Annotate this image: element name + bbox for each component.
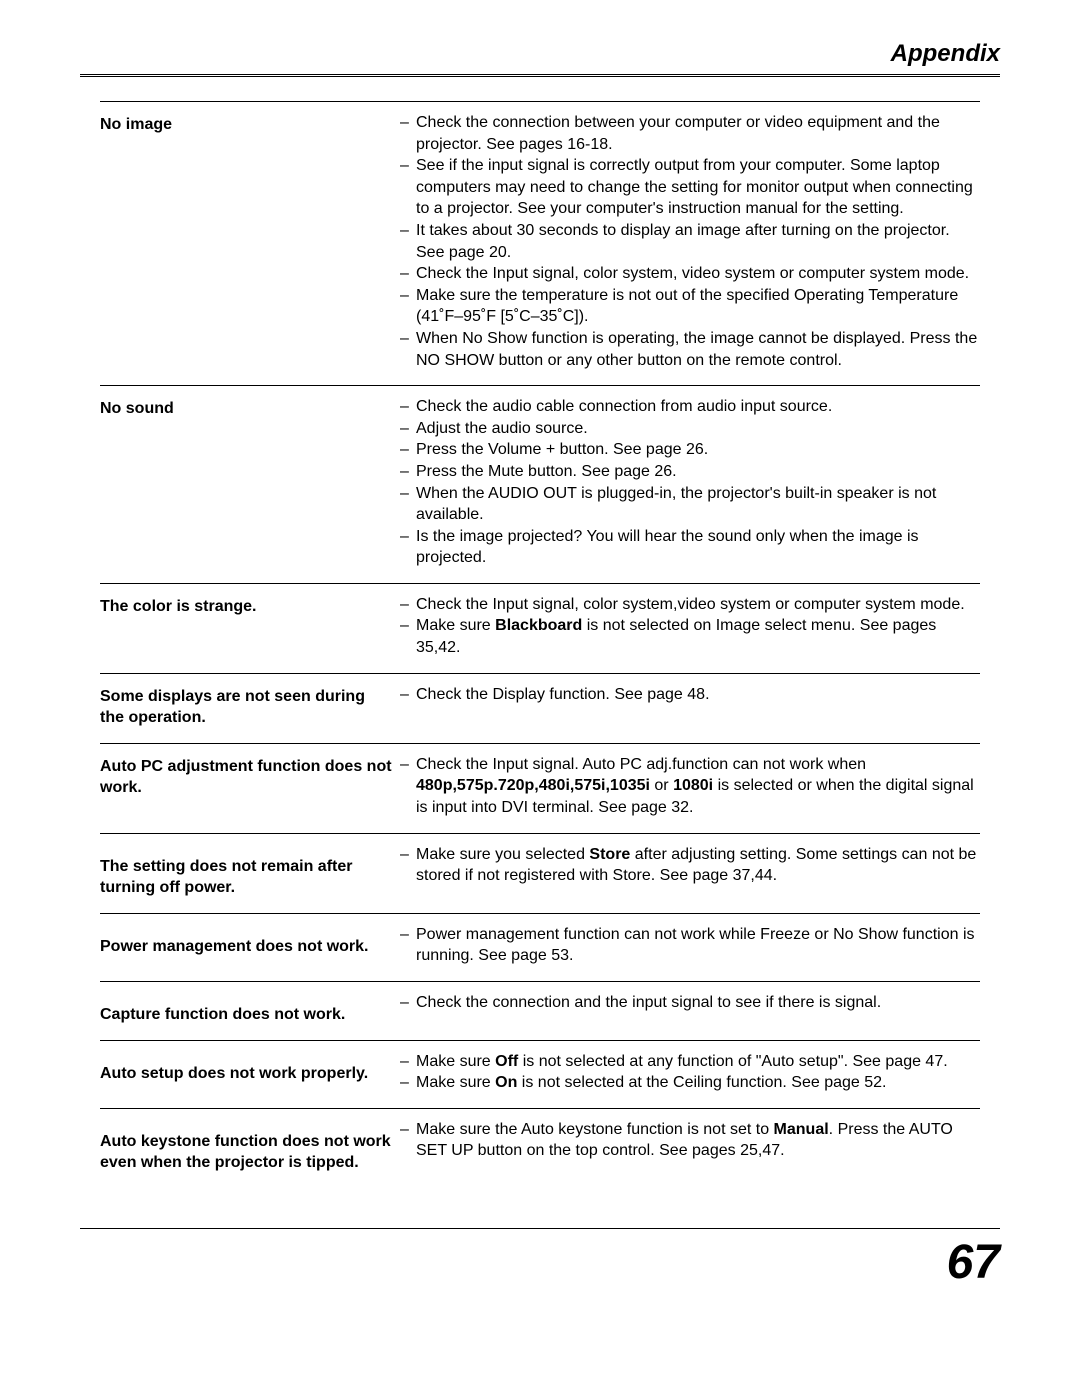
solution-list: Check the Input signal. Auto PC adj.func… [400,754,980,819]
solution-cell: Check the connection and the input signa… [400,992,980,1026]
solution-cell: Check the Display function. See page 48. [400,684,980,729]
page-footer: 67 [80,1228,1000,1290]
solution-cell: Power management function can not work w… [400,924,980,967]
page-header: Appendix [80,40,1000,77]
solution-cell: Check the Input signal, color system,vid… [400,594,980,659]
solution-item: Make sure On is not selected at the Ceil… [400,1072,980,1094]
page: Appendix No imageCheck the connection be… [0,0,1080,1320]
solution-list: Make sure Off is not selected at any fun… [400,1051,980,1094]
table-row: The setting does not remain after turnin… [100,833,980,913]
solution-item: When the AUDIO OUT is plugged-in, the pr… [400,483,980,526]
solution-item: See if the input signal is correctly out… [400,155,980,220]
solution-item: Press the Volume + button. See page 26. [400,439,980,461]
table-row: Power management does not work.Power man… [100,913,980,981]
solution-item: Make sure the temperature is not out of … [400,285,980,328]
problem-label: Auto setup does not work properly. [100,1051,400,1094]
table-row: Auto setup does not work properly.Make s… [100,1040,980,1108]
solution-item: Make sure Blackboard is not selected on … [400,615,980,658]
solution-item: Make sure the Auto keystone function is … [400,1119,980,1162]
table-row: Some displays are not seen during the op… [100,673,980,743]
troubleshooting-table: No imageCheck the connection between you… [100,101,980,1188]
solution-cell: Make sure Off is not selected at any fun… [400,1051,980,1094]
problem-label: Capture function does not work. [100,992,400,1026]
table-row: The color is strange.Check the Input sig… [100,583,980,673]
page-number: 67 [947,1235,1000,1290]
problem-label: Power management does not work. [100,924,400,967]
table-row: No soundCheck the audio cable connection… [100,385,980,583]
solution-cell: Check the Input signal. Auto PC adj.func… [400,754,980,819]
problem-label: No image [100,112,400,371]
table-row: No imageCheck the connection between you… [100,101,980,385]
problem-label: Auto PC adjustment function does not wor… [100,754,400,819]
problem-label: The color is strange. [100,594,400,659]
solution-item: Make sure Off is not selected at any fun… [400,1051,980,1073]
solution-item: Check the Input signal, color system,vid… [400,594,980,616]
solution-item: Check the audio cable connection from au… [400,396,980,418]
solution-list: Check the audio cable connection from au… [400,396,980,569]
table-row: Auto keystone function does not work eve… [100,1108,980,1188]
solution-item: When No Show function is operating, the … [400,328,980,371]
solution-list: Power management function can not work w… [400,924,980,967]
solution-list: Check the Input signal, color system,vid… [400,594,980,659]
solution-item: Is the image projected? You will hear th… [400,526,980,569]
solution-item: Check the connection between your comput… [400,112,980,155]
problem-label: Some displays are not seen during the op… [100,684,400,729]
solution-cell: Check the connection between your comput… [400,112,980,371]
problem-label: The setting does not remain after turnin… [100,844,400,899]
solution-list: Make sure the Auto keystone function is … [400,1119,980,1162]
problem-label: No sound [100,396,400,569]
solution-item: It takes about 30 seconds to display an … [400,220,980,263]
problem-label: Auto keystone function does not work eve… [100,1119,400,1174]
table-row: Capture function does not work.Check the… [100,981,980,1040]
solution-cell: Make sure you selected Store after adjus… [400,844,980,899]
solution-item: Check the Input signal, color system, vi… [400,263,980,285]
solution-list: Make sure you selected Store after adjus… [400,844,980,887]
solution-cell: Make sure the Auto keystone function is … [400,1119,980,1174]
solution-item: Adjust the audio source. [400,418,980,440]
table-row: Auto PC adjustment function does not wor… [100,743,980,833]
solution-item: Make sure you selected Store after adjus… [400,844,980,887]
header-title: Appendix [891,40,1000,68]
solution-item: Check the Input signal. Auto PC adj.func… [400,754,980,819]
solution-item: Check the connection and the input signa… [400,992,980,1014]
solution-item: Check the Display function. See page 48. [400,684,980,706]
solution-item: Power management function can not work w… [400,924,980,967]
solution-list: Check the connection between your comput… [400,112,980,371]
solution-list: Check the Display function. See page 48. [400,684,980,706]
solution-list: Check the connection and the input signa… [400,992,980,1014]
solution-cell: Check the audio cable connection from au… [400,396,980,569]
solution-item: Press the Mute button. See page 26. [400,461,980,483]
